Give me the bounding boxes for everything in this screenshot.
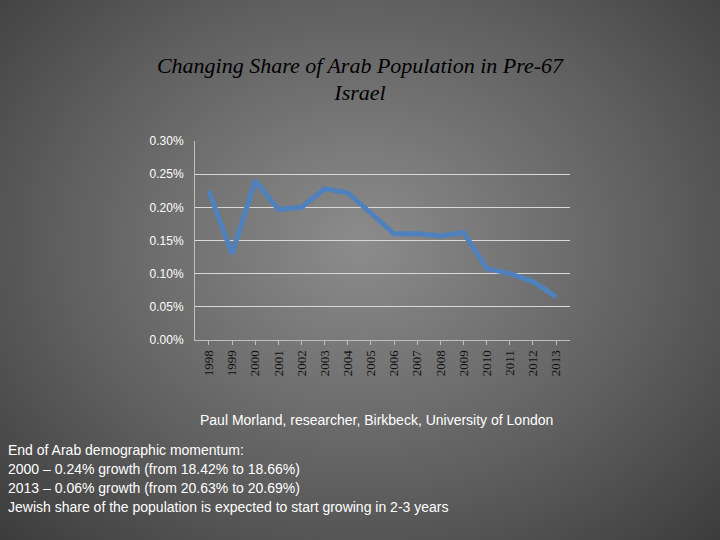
svg-text:0.25%: 0.25% xyxy=(150,167,184,181)
svg-text:0.20%: 0.20% xyxy=(150,201,184,215)
svg-text:2005: 2005 xyxy=(363,350,378,376)
html-text:Changing Share of Arab Populat: Changing Share of Arab Population in Pre… xyxy=(156,53,564,105)
html-text:Paul Morland, researcher, Birk: Paul Morland, researcher, Birkbeck, Univ… xyxy=(200,412,554,428)
svg-text:2009: 2009 xyxy=(456,350,471,376)
svg-text:2010: 2010 xyxy=(479,350,494,376)
svg-text:0.00%: 0.00% xyxy=(150,333,184,347)
svg-text:2008: 2008 xyxy=(433,350,448,376)
svg-text:2007: 2007 xyxy=(409,350,424,377)
svg-text:2006: 2006 xyxy=(386,350,401,377)
svg-text:2012: 2012 xyxy=(525,350,540,376)
svg-text:2000: 2000 xyxy=(247,350,262,376)
html-text:Jewish share of the population: Jewish share of the population is expect… xyxy=(8,499,449,515)
svg-text:2011: 2011 xyxy=(502,350,517,376)
svg-text:0.05%: 0.05% xyxy=(150,300,184,314)
svg-text:2013: 2013 xyxy=(548,350,563,376)
svg-text:2004: 2004 xyxy=(340,350,355,377)
html-text:2013 – 0.06% growth (from 20.6: 2013 – 0.06% growth (from 20.63% to 20.6… xyxy=(8,480,300,496)
svg-text:2001: 2001 xyxy=(271,350,286,376)
svg-text:2003: 2003 xyxy=(317,350,332,376)
svg-text:0.30%: 0.30% xyxy=(150,134,184,148)
svg-text:1999: 1999 xyxy=(224,350,239,376)
svg-text:2002: 2002 xyxy=(294,350,309,376)
html-text:End of Arab demographic moment: End of Arab demographic momentum: xyxy=(8,442,244,458)
svg-text:0.10%: 0.10% xyxy=(150,267,184,281)
svg-text:0.15%: 0.15% xyxy=(150,234,184,248)
svg-text:1998: 1998 xyxy=(201,350,216,376)
html-text:2000 – 0.24% growth (from 18.4: 2000 – 0.24% growth (from 18.42% to 18.6… xyxy=(8,461,300,477)
